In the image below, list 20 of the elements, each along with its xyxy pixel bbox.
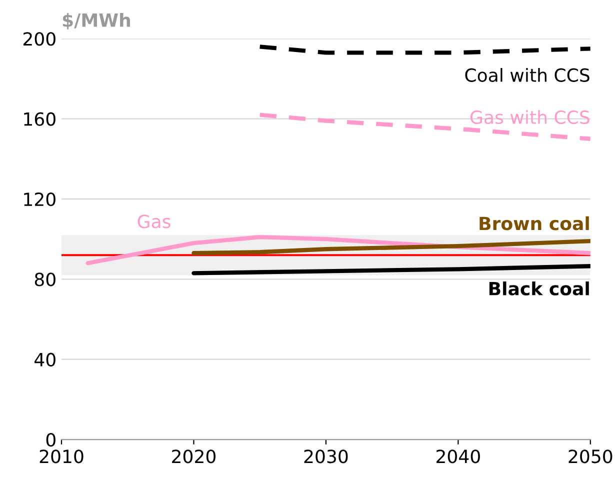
y-tick-label: 120 [24,192,56,206]
y-tick-label: 200 [24,32,56,46]
y-tick-label: 80 [34,272,56,286]
series-label: Brown coal [480,216,589,230]
series-label: Gas with CCS [470,110,590,124]
x-tick-label: 2050 [568,450,612,464]
y-tick-label: 40 [34,352,56,366]
x-tick-label: 2040 [436,450,480,464]
series-label: Coal with CCS [465,68,590,82]
y-tick-label: 160 [24,112,56,126]
x-tick-label: 2030 [304,450,348,464]
series-label: Black coal [489,281,589,296]
line-series [192,264,590,276]
line-series [192,239,590,256]
x-tick-label: 2010 [40,450,84,464]
x-tick-label: 2020 [172,450,216,464]
y-axis-title: $/MWh [62,13,130,30]
y-tick-label: 0 [46,432,56,447]
line-series [86,234,590,266]
series-label: Gas [138,214,170,228]
